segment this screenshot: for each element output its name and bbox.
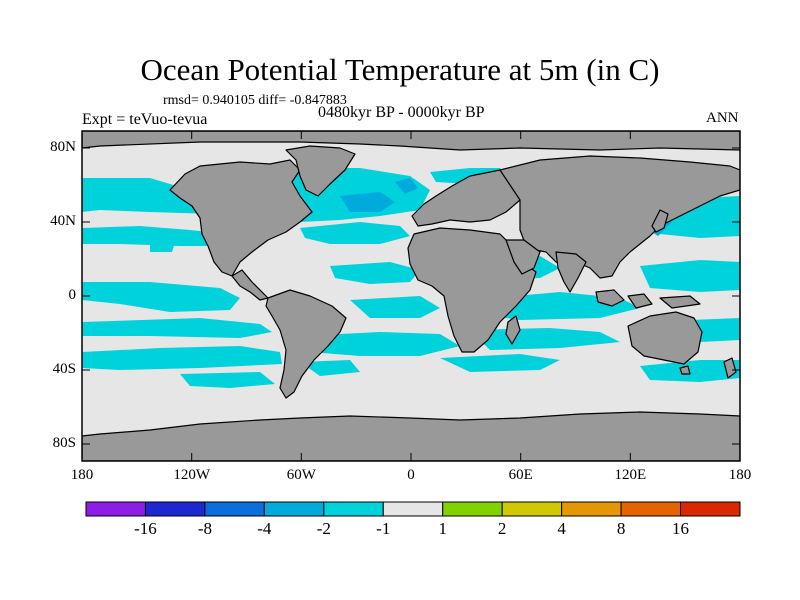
colorbar-label: 4 (557, 519, 566, 538)
lon-tick-label: 60E (508, 467, 533, 483)
lat-tick-label: 0 (68, 287, 77, 303)
colorbar-label: -8 (197, 519, 212, 538)
colorbar-bin (144, 501, 206, 517)
colorbar-label: 16 (672, 519, 690, 538)
colorbar-bin (85, 501, 146, 517)
colorbar-bin (442, 501, 503, 517)
colorbar-bin (561, 501, 622, 517)
experiment-label: Expt = teVuo-tevua (82, 111, 208, 128)
lat-tick-label: 40N (50, 213, 76, 229)
colorbar-bin (620, 501, 682, 517)
season-label: ANN (706, 110, 739, 126)
lat-tick-label: 80N (50, 139, 76, 155)
colorbar-bin (263, 501, 325, 517)
lat-tick-label: 40S (52, 361, 76, 377)
colorbar-label: -16 (134, 519, 157, 538)
latitude-ticks (82, 147, 740, 445)
colorbar-label: -4 (257, 519, 272, 538)
period-label: 0480kyr BP - 0000kyr BP (318, 104, 485, 121)
colorbar-label: -1 (376, 519, 391, 538)
longitude-ticks (81, 131, 741, 461)
lon-tick-label: 120E (614, 467, 647, 483)
colorbar (85, 501, 741, 517)
colorbar-bin (204, 501, 265, 517)
colorbar-label: 1 (438, 519, 447, 538)
lon-tick-label: 60W (286, 467, 316, 483)
colorbar-bin (323, 501, 384, 517)
colorbar-label: 8 (616, 519, 626, 538)
colorbar-bin (382, 501, 444, 517)
colorbar-label: -2 (316, 519, 331, 538)
lon-tick-label: 120W (173, 467, 211, 483)
colorbar-bin (680, 501, 741, 517)
colorbar-label: 2 (497, 519, 507, 538)
lon-tick-label: 180 (728, 467, 752, 483)
lon-tick-label: 0 (407, 467, 415, 483)
colorbar-bin (501, 501, 563, 517)
stats-line: rmsd= 0.940105 diff= -0.847883 (163, 93, 347, 108)
map-title: Ocean Potential Temperature at 5m (in C) (140, 52, 660, 87)
land-masses (82, 131, 740, 461)
lat-tick-label: 80S (52, 435, 76, 451)
lon-tick-label: 180 (70, 467, 94, 483)
